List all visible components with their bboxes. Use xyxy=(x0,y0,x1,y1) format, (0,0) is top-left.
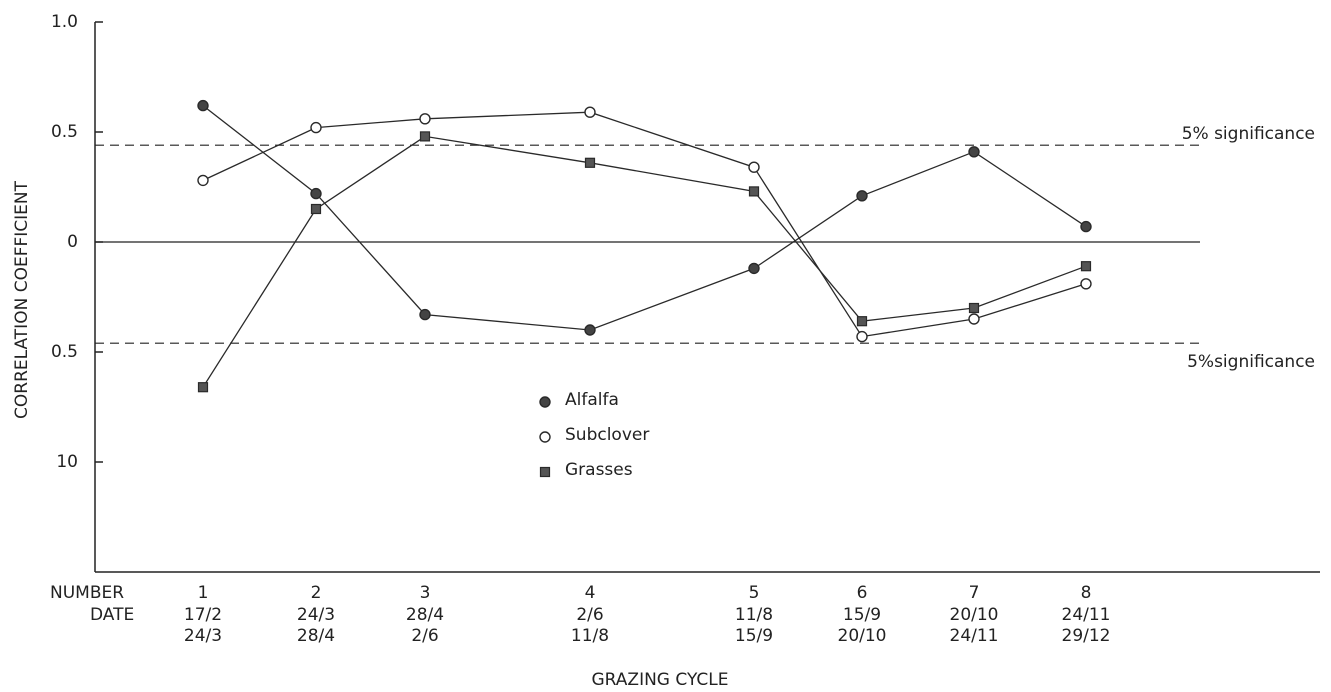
x-tick-label: 2 xyxy=(311,583,322,603)
y-tick-label: 1.0 xyxy=(51,12,78,32)
date-label: 11/8 xyxy=(735,605,773,625)
marker xyxy=(197,99,209,112)
marker xyxy=(748,186,760,197)
marker xyxy=(968,146,980,158)
significance-label: 5%significance xyxy=(1187,352,1315,372)
row-label: DATE xyxy=(90,605,134,625)
marker xyxy=(1080,261,1092,272)
series-line xyxy=(202,105,1087,331)
marker xyxy=(539,396,551,408)
x-tick-label: 1 xyxy=(198,583,209,603)
date-label: 15/9 xyxy=(843,605,881,625)
date-label: 24/11 xyxy=(1062,605,1111,625)
marker xyxy=(856,330,868,343)
x-tick-label: 6 xyxy=(857,583,868,603)
x-tick-label: 8 xyxy=(1081,583,1092,603)
marker xyxy=(584,106,596,118)
date-label: 2/6 xyxy=(576,605,603,625)
row-label: NUMBER xyxy=(50,583,124,603)
legend-label: Subclover xyxy=(565,425,649,445)
significance-label: 5% significance xyxy=(1182,124,1315,144)
date-label: 28/4 xyxy=(297,626,335,646)
marker xyxy=(856,190,868,202)
marker xyxy=(1080,278,1092,290)
x-axis-label: GRAZING CYCLE xyxy=(592,670,729,690)
y-tick-label: 10 xyxy=(56,452,78,472)
marker xyxy=(310,203,322,215)
date-label: 24/3 xyxy=(184,626,222,646)
marker xyxy=(584,324,596,336)
legend-label: Alfalfa xyxy=(565,390,619,410)
y-tick-label: 0.5 xyxy=(51,342,78,362)
marker xyxy=(856,316,868,327)
marker xyxy=(968,313,980,325)
y-tick-label: 0 xyxy=(67,232,78,252)
marker xyxy=(539,466,551,478)
y-tick-label: 0.5 xyxy=(51,122,78,142)
date-label: 20/10 xyxy=(950,605,999,625)
legend-label: Grasses xyxy=(565,460,633,480)
marker xyxy=(419,131,431,142)
date-label: 28/4 xyxy=(406,605,444,625)
marker xyxy=(197,174,209,187)
date-label: 24/3 xyxy=(297,605,335,625)
marker xyxy=(310,187,322,200)
marker xyxy=(539,431,551,443)
x-tick-label: 7 xyxy=(969,583,980,603)
marker xyxy=(1080,220,1092,233)
date-label: 11/8 xyxy=(571,626,609,646)
x-tick-label: 5 xyxy=(749,583,760,603)
date-label: 29/12 xyxy=(1062,626,1111,646)
marker xyxy=(748,262,760,275)
date-label: 20/10 xyxy=(838,626,887,646)
marker xyxy=(419,308,431,321)
date-label: 24/11 xyxy=(950,626,999,646)
marker xyxy=(310,121,322,134)
series-line xyxy=(202,111,1087,338)
marker xyxy=(748,161,760,173)
marker xyxy=(197,382,209,393)
marker xyxy=(419,113,431,125)
date-label: 15/9 xyxy=(735,626,773,646)
marker xyxy=(968,302,980,314)
date-label: 17/2 xyxy=(184,605,222,625)
x-tick-label: 4 xyxy=(585,583,596,603)
series-line xyxy=(202,135,1087,388)
date-label: 2/6 xyxy=(411,626,438,646)
marker xyxy=(584,157,596,168)
y-axis-label: CORRELATION COEFFICIENT xyxy=(12,180,32,419)
x-tick-label: 3 xyxy=(420,583,431,603)
